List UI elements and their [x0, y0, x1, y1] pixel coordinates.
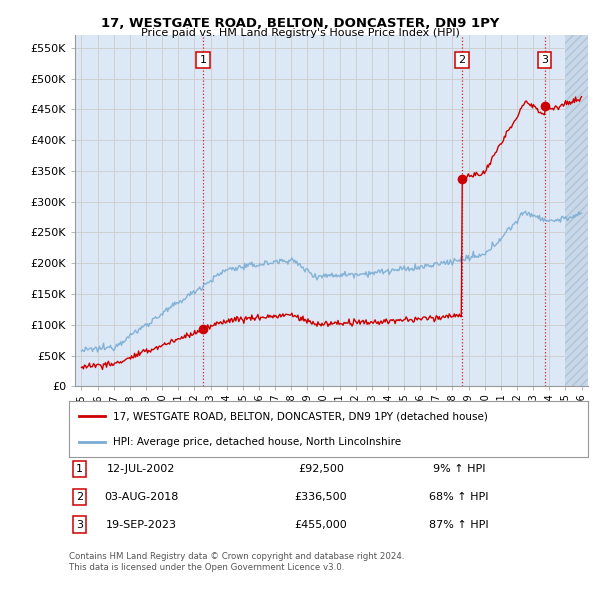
Text: 03-AUG-2018: 03-AUG-2018 — [104, 492, 178, 502]
Text: £455,000: £455,000 — [295, 520, 347, 529]
Text: 17, WESTGATE ROAD, BELTON, DONCASTER, DN9 1PY: 17, WESTGATE ROAD, BELTON, DONCASTER, DN… — [101, 17, 499, 30]
Text: 9% ↑ HPI: 9% ↑ HPI — [433, 464, 485, 474]
Text: 2: 2 — [76, 492, 83, 502]
Text: 17, WESTGATE ROAD, BELTON, DONCASTER, DN9 1PY (detached house): 17, WESTGATE ROAD, BELTON, DONCASTER, DN… — [113, 411, 488, 421]
Text: This data is licensed under the Open Government Licence v3.0.: This data is licensed under the Open Gov… — [69, 563, 344, 572]
Text: 1: 1 — [76, 464, 83, 474]
Text: 2: 2 — [458, 55, 466, 65]
Text: 68% ↑ HPI: 68% ↑ HPI — [429, 492, 489, 502]
Text: £336,500: £336,500 — [295, 492, 347, 502]
Text: £92,500: £92,500 — [298, 464, 344, 474]
Text: 3: 3 — [541, 55, 548, 65]
Text: 19-SEP-2023: 19-SEP-2023 — [106, 520, 176, 529]
Text: 12-JUL-2002: 12-JUL-2002 — [107, 464, 175, 474]
Text: Price paid vs. HM Land Registry's House Price Index (HPI): Price paid vs. HM Land Registry's House … — [140, 28, 460, 38]
Bar — [565, 35, 588, 386]
Text: 1: 1 — [200, 55, 206, 65]
Text: 87% ↑ HPI: 87% ↑ HPI — [429, 520, 489, 529]
Text: HPI: Average price, detached house, North Lincolnshire: HPI: Average price, detached house, Nort… — [113, 437, 401, 447]
Text: Contains HM Land Registry data © Crown copyright and database right 2024.: Contains HM Land Registry data © Crown c… — [69, 552, 404, 560]
Text: 3: 3 — [76, 520, 83, 529]
